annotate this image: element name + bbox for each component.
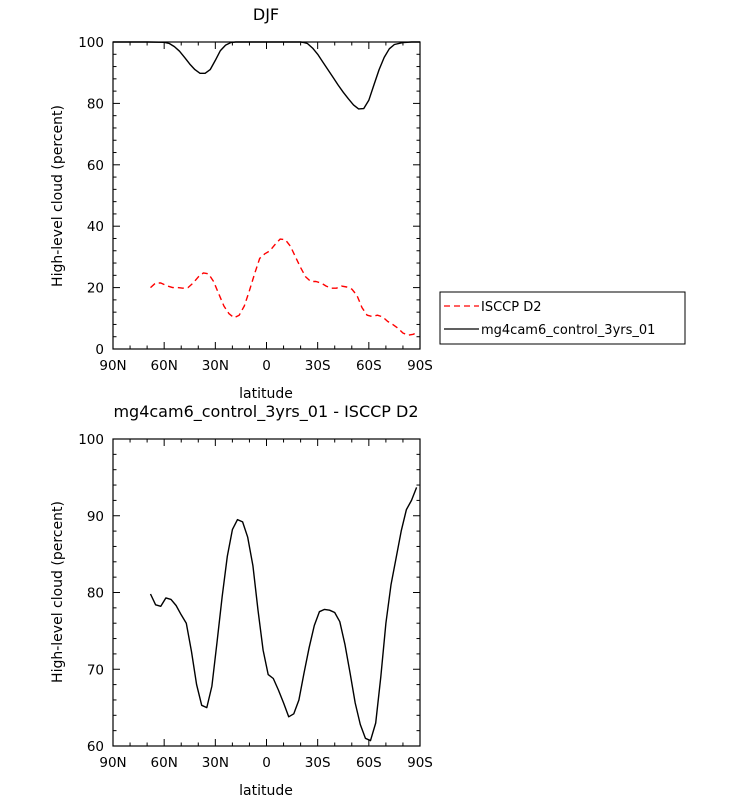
legend-box xyxy=(439,291,686,345)
top-x-axis-label: latitude xyxy=(239,386,293,402)
bottom-x-tick-label: 0 xyxy=(262,755,271,771)
top-y-tick-label: 80 xyxy=(87,96,104,112)
top-x-tick-label: 90S xyxy=(407,358,433,374)
bottom-series-group xyxy=(149,487,418,742)
bottom-x-axis-label: latitude xyxy=(239,783,293,799)
top-y-tick-label: 40 xyxy=(87,219,104,235)
bottom-panel: mg4cam6_control_3yrs_01 - ISCCP D2 90N 60… xyxy=(50,402,433,799)
bottom-plot-frame xyxy=(112,438,421,747)
top-x-tick-label: 30S xyxy=(305,358,331,374)
bottom-x-tick-label: 60N xyxy=(151,755,178,771)
top-y-tick-label: 60 xyxy=(87,158,104,174)
bottom-y-tick-label: 60 xyxy=(87,739,104,755)
bottom-x-tick-label: 90S xyxy=(407,755,433,771)
legend-label-isccp: ISCCP D2 xyxy=(481,300,542,315)
bottom-x-tick-label: 30N xyxy=(202,755,229,771)
top-panel: DJF 90N 60N 30N 0 30S 60S 90S 0 20 40 60 80 100 lati… xyxy=(50,5,433,402)
top-x-tick-label: 60S xyxy=(356,358,382,374)
bottom-y-tick-label: 100 xyxy=(78,432,104,448)
top-x-tick-label: 30N xyxy=(202,358,229,374)
bottom-y-tick-label: 70 xyxy=(87,662,104,678)
bottom-y-tick-label: 80 xyxy=(87,586,104,602)
top-y-tick-label: 100 xyxy=(78,35,104,51)
top-y-axis-label: High-level cloud (percent) xyxy=(50,105,66,287)
top-series-line-isccp-d2 xyxy=(150,238,419,336)
bottom-axis-ticks: 90N 60N 30N 0 30S 60S 90S 60 70 80 90 100 xyxy=(78,432,433,771)
legend-label-model: mg4cam6_control_3yrs_01 xyxy=(481,323,655,338)
top-chart-title: DJF xyxy=(253,5,279,24)
top-x-tick-label: 0 xyxy=(262,358,271,374)
top-y-tick-label: 0 xyxy=(95,342,104,358)
bottom-chart-title: mg4cam6_control_3yrs_01 - ISCCP D2 xyxy=(113,402,418,422)
bottom-x-tick-label: 60S xyxy=(356,755,382,771)
top-plot-frame xyxy=(112,41,421,350)
top-x-tick-label: 90N xyxy=(99,358,126,374)
bottom-x-tick-label: 90N xyxy=(99,755,126,771)
top-axis-ticks: 90N 60N 30N 0 30S 60S 90S 0 20 40 60 80 100 xyxy=(78,35,433,374)
top-y-tick-label: 20 xyxy=(87,281,104,297)
top-series-line-mg4cam6-control-3yrs-01 xyxy=(113,41,420,110)
bottom-y-axis-label: High-level cloud (percent) xyxy=(50,501,66,683)
top-series-group xyxy=(113,41,420,336)
bottom-y-tick-label: 90 xyxy=(87,509,104,525)
bottom-x-tick-label: 30S xyxy=(305,755,331,771)
top-x-tick-label: 60N xyxy=(151,358,178,374)
bottom-series-line-difference xyxy=(149,487,418,742)
legend: ISCCP D2 mg4cam6_control_3yrs_01 xyxy=(439,291,686,345)
